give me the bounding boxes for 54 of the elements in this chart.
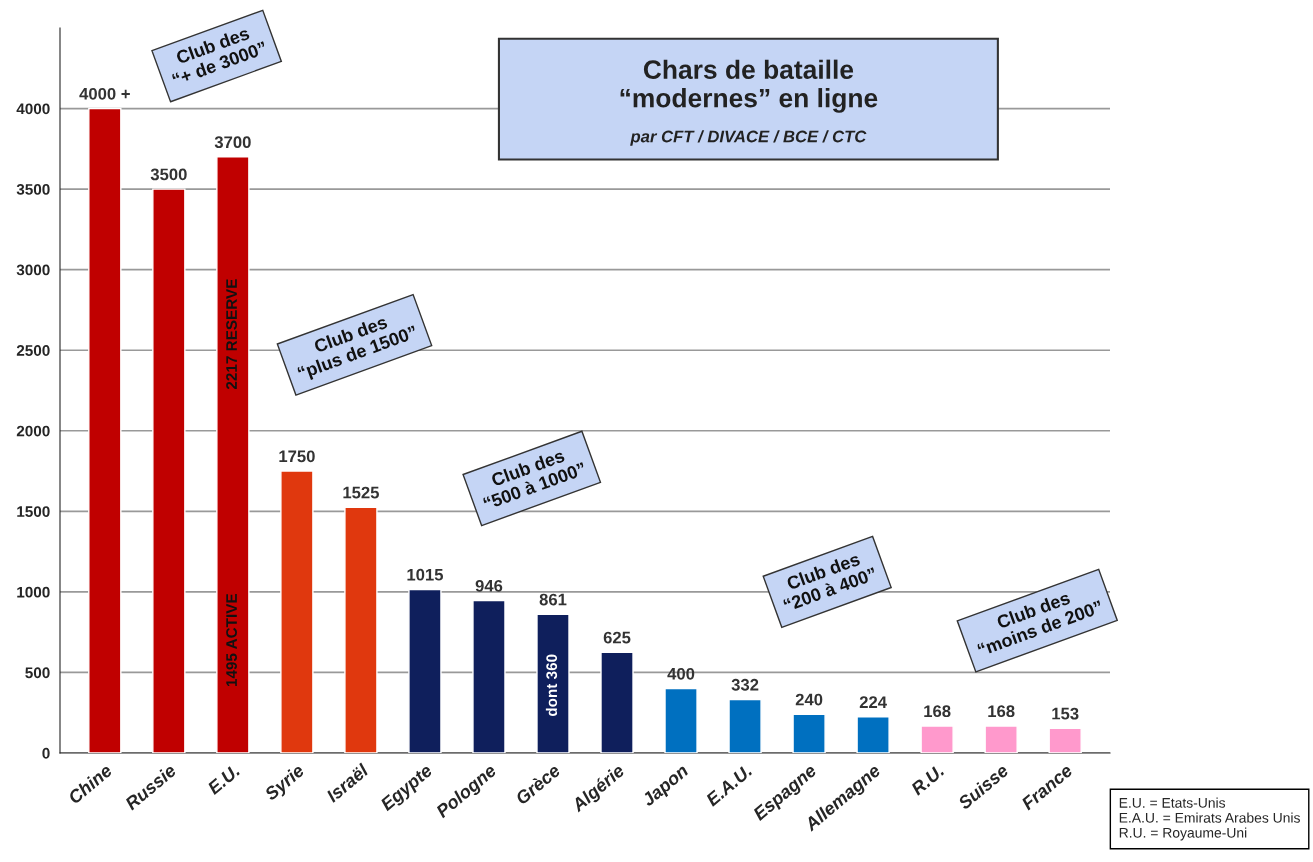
bar <box>792 713 826 753</box>
bar <box>664 687 698 753</box>
annotation: Club des “200 à 400” <box>782 552 878 612</box>
data-label: 153 <box>1052 707 1079 720</box>
data-label: 1750 <box>279 450 315 463</box>
y-tick-label: 4000 <box>16 103 50 115</box>
data-label: 3700 <box>214 136 251 149</box>
annotation: Club des “moins de 200” <box>976 590 1104 657</box>
data-label: 1525 <box>343 486 379 499</box>
y-tick-label: 0 <box>42 747 50 759</box>
data-label: 224 <box>859 696 887 708</box>
bar <box>536 613 570 753</box>
bar <box>344 506 378 753</box>
data-label: 625 <box>603 631 631 644</box>
text: Chars de bataille “modernes” en ligne <box>620 59 878 113</box>
bar <box>984 725 1018 753</box>
bar <box>1048 727 1082 753</box>
annotation: Club des “500 à 1000” <box>482 448 587 511</box>
bar <box>216 156 250 753</box>
data-label: 240 <box>795 693 823 706</box>
data-label: 400 <box>667 667 695 680</box>
bar <box>152 188 186 753</box>
data-label: 4000 + <box>79 87 130 100</box>
bar <box>920 725 954 753</box>
y-tick-label: 3000 <box>16 264 50 276</box>
text: E.U. = Etats-Unis E.A.U. = Emirats Arabes Unis R.U. = Royaume-Uni <box>1119 797 1300 841</box>
y-tick-label: 1500 <box>17 506 50 518</box>
annotation: Club des “plus de 1500” <box>296 314 419 384</box>
y-tick-label: 3500 <box>16 183 50 195</box>
bar <box>280 470 314 753</box>
bar <box>600 651 634 753</box>
y-tick-label: 2500 <box>16 345 50 356</box>
annotation: 2217 RESERVE <box>226 279 237 390</box>
bar <box>856 716 890 753</box>
data-label: 1015 <box>407 568 444 581</box>
bar <box>408 588 442 753</box>
data-label: 3500 <box>150 168 187 181</box>
y-tick-label: 500 <box>25 667 50 679</box>
data-label: 168 <box>924 705 951 718</box>
data-label: 168 <box>988 705 1015 718</box>
y-tick-label: 1000 <box>17 586 50 598</box>
annotation: Club des “+ de 3000” <box>171 26 268 87</box>
y-tick-label: 2000 <box>16 425 50 437</box>
text: par CFT / DIVACE / BCE / CTC <box>630 130 867 146</box>
x-tick-label: E.U. <box>206 764 241 796</box>
data-label: 946 <box>475 579 503 592</box>
annotation: 1495 ACTIVE <box>226 593 237 687</box>
data-label: 861 <box>539 593 567 606</box>
bar <box>472 599 506 753</box>
bar <box>728 698 762 753</box>
x-tick-label: R.U. <box>910 764 945 796</box>
bar <box>88 107 122 753</box>
annotation: dont 360 <box>545 654 558 717</box>
data-label: 332 <box>731 678 759 691</box>
